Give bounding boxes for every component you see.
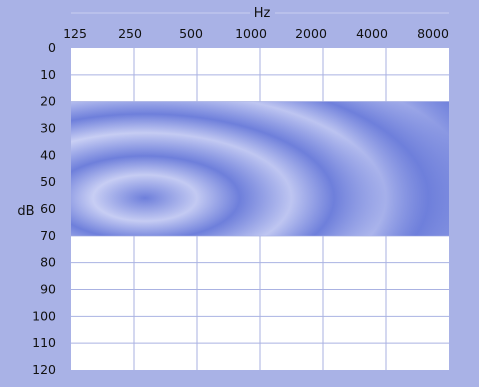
x-tick-label: 2000	[295, 26, 327, 41]
y-tick-label: 40	[40, 147, 56, 162]
y-tick-label: 30	[40, 121, 56, 136]
y-tick-label: 80	[40, 255, 56, 270]
hearing-band-area	[71, 101, 449, 236]
x-tick-label: 500	[179, 26, 203, 41]
y-tick-label: 20	[40, 94, 56, 109]
y-axis-title: dB	[17, 204, 34, 219]
y-tick-label: 0	[48, 40, 56, 55]
y-tick-label: 90	[40, 282, 56, 297]
x-tick-label: 250	[118, 26, 142, 41]
x-tick-label: 1000	[235, 26, 267, 41]
y-axis-tick-labels: 0 10 20 30 40 50 60 70 80 90 100 110 120	[32, 40, 56, 377]
x-tick-label: 4000	[356, 26, 388, 41]
y-tick-label: 50	[40, 174, 56, 189]
x-tick-label: 8000	[417, 26, 449, 41]
y-tick-label: 60	[40, 201, 56, 216]
y-tick-label: 70	[40, 228, 56, 243]
y-tick-label: 110	[32, 335, 56, 350]
x-axis-title: Hz	[254, 6, 271, 21]
y-tick-label: 10	[40, 67, 56, 82]
x-axis-tick-labels: 125 250 500 1000 2000 4000 8000	[63, 26, 449, 41]
x-tick-label: 125	[63, 26, 87, 41]
hearing-band-fade	[71, 101, 449, 236]
y-tick-label: 120	[32, 362, 56, 377]
y-tick-label: 100	[32, 308, 56, 323]
